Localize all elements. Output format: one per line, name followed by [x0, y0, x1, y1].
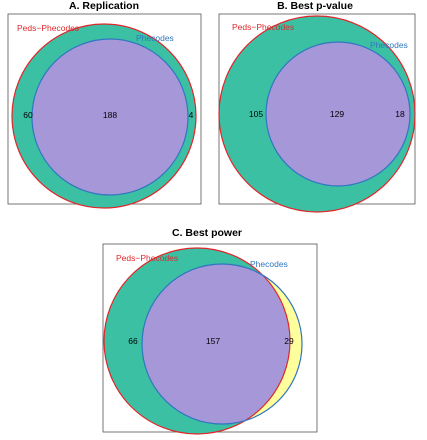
count-only-phecodes: 29	[284, 336, 294, 346]
label-phecodes: Phecodes	[370, 40, 408, 50]
panel-a-title: A. Replication	[69, 0, 139, 12]
count-only-peds: 60	[23, 110, 33, 120]
count-both: 188	[103, 110, 117, 120]
overlap-region	[142, 264, 290, 424]
label-phecodes: Phecodes	[136, 33, 174, 43]
panel-replication: A. Replication Peds−Phecodes Phecodes 60…	[7, 0, 202, 209]
count-both: 157	[206, 336, 220, 346]
label-peds-phecodes: Peds−Phecodes	[116, 253, 178, 263]
count-only-phecodes: 18	[395, 109, 405, 119]
set-peds-phecodes-border	[103, 247, 291, 435]
panel-c-title: C. Best power	[172, 227, 242, 239]
count-only-peds: 66	[128, 336, 138, 346]
overlap-region	[266, 42, 410, 186]
set-phecodes-border	[141, 263, 303, 425]
set-peds-phecodes-border	[11, 23, 197, 209]
set-phecodes-border	[265, 41, 411, 187]
label-peds-phecodes: Peds−Phecodes	[17, 23, 79, 33]
count-both: 129	[330, 109, 344, 119]
panel-best-power: C. Best power Peds−Phecodes Phecodes 66 …	[102, 227, 318, 435]
count-only-peds: 105	[249, 109, 263, 119]
set-phecodes-border	[31, 38, 189, 196]
label-peds-phecodes: Peds−Phecodes	[232, 22, 294, 32]
set-peds-phecodes-border	[218, 15, 416, 213]
panel-best-p-value: B. Best p-value Peds−Phecodes Phecodes 1…	[218, 0, 416, 213]
panel-b-title: B. Best p-value	[277, 0, 353, 12]
count-only-phecodes: 4	[189, 110, 194, 120]
overlap-region	[32, 39, 188, 195]
label-phecodes: Phecodes	[250, 259, 288, 269]
